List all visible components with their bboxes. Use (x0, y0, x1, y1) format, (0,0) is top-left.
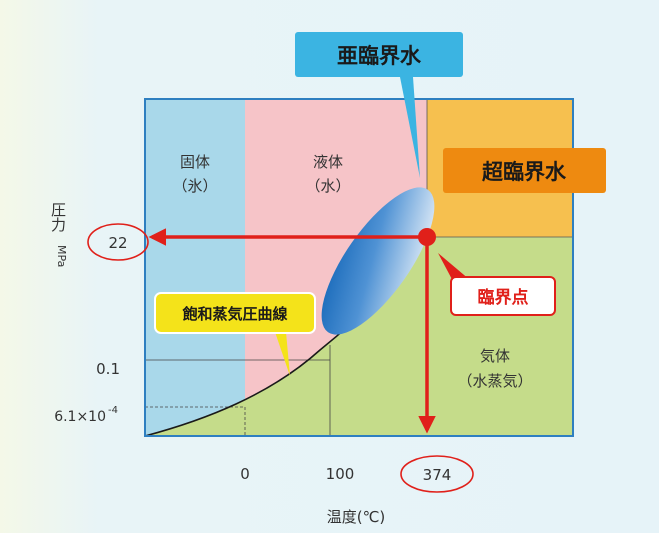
liquid-label-1: 液体 (313, 153, 343, 171)
tick-374-highlight (400, 455, 474, 493)
subcritical-water-zone (321, 187, 435, 335)
solid-label-2: （氷） (172, 177, 217, 195)
subcritical-callout-box (295, 32, 463, 77)
gas-label-1: 気体 (480, 347, 510, 365)
x-tick-100: 100 (326, 465, 355, 483)
y-axis-title: 圧力 (49, 202, 67, 233)
y-axis-unit: MPa (55, 245, 68, 267)
saturation-callout-text: 飽和蒸気圧曲線 (181, 305, 287, 323)
y-tick-22: 22 (108, 234, 127, 252)
solid-label-1: 固体 (180, 153, 210, 171)
y-axis-label: 圧力 MPa (49, 202, 68, 267)
subcritical-callout-pointer (400, 77, 420, 178)
saturation-callout-pointer (275, 332, 290, 376)
critical-point-callout-text: 臨界点 (478, 287, 529, 308)
subcritical-callout-text: 亜臨界水 (337, 44, 422, 68)
solid-region (145, 99, 245, 436)
y-tick-0-1: 0.1 (96, 360, 120, 378)
critical-point-callout-box (450, 276, 556, 316)
supercritical-callout-box (443, 148, 606, 193)
y-tick-triple-point: 6.1×10 (54, 409, 106, 425)
critical-point-marker (418, 228, 436, 246)
liquid-label-2: （水） (305, 177, 350, 195)
y-tick-triple-exponent: -4 (108, 405, 118, 416)
plot-frame (144, 98, 574, 437)
x-tick-374: 374 (423, 466, 452, 484)
x-axis-title: 温度(℃) (327, 508, 386, 526)
supercritical-callout-text: 超臨界水 (482, 160, 567, 184)
x-tick-0: 0 (240, 465, 250, 483)
saturation-callout-box (154, 292, 316, 334)
tick-22-highlight (87, 223, 149, 261)
gas-label-2: （水蒸気） (457, 372, 532, 390)
